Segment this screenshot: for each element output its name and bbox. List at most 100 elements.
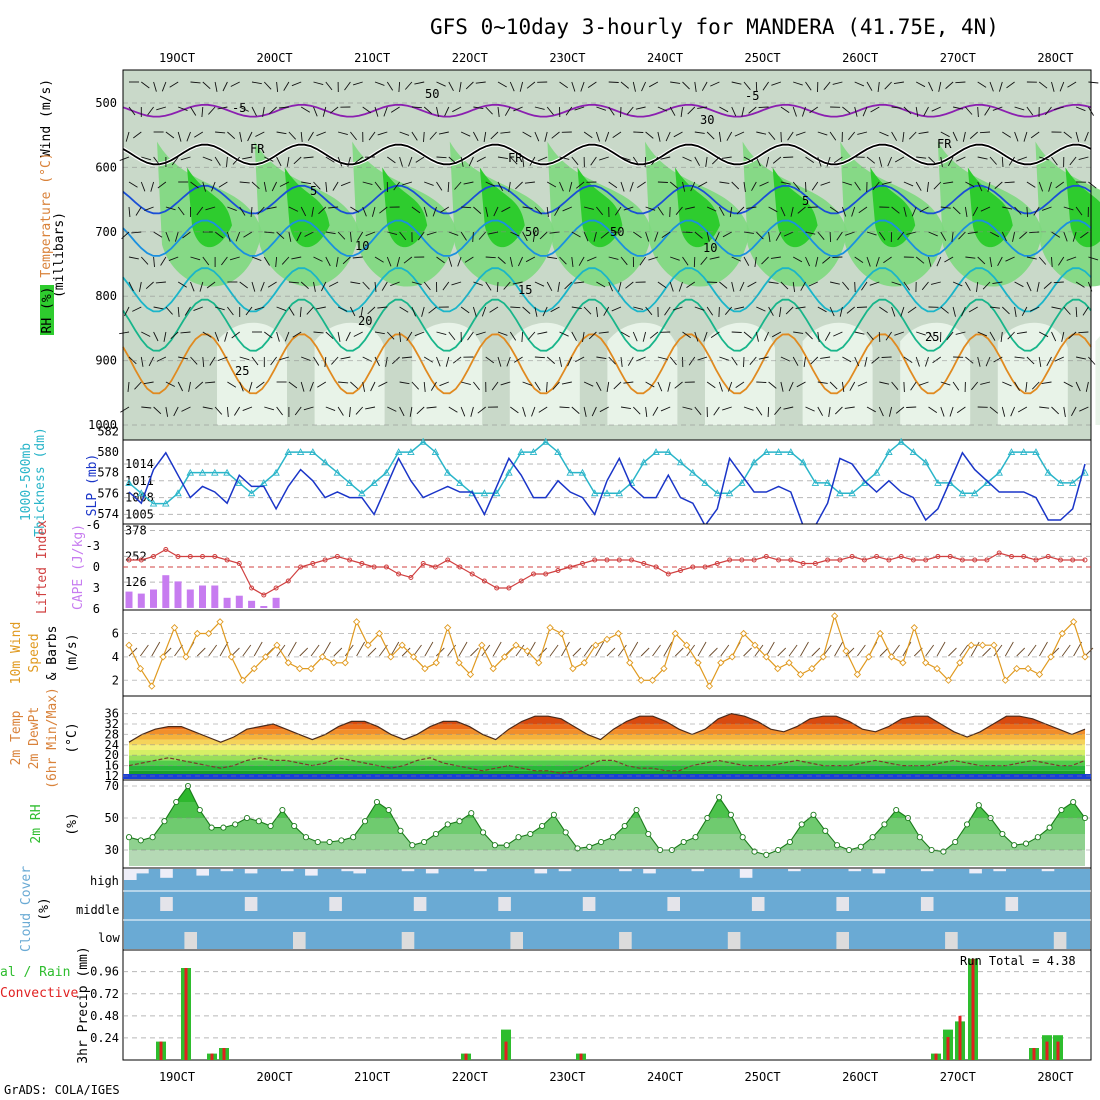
wind-barb [891,306,896,317]
wind-barb [633,306,644,310]
wind-barb [756,381,767,383]
wind-barb [300,131,303,142]
wind10m-barb [253,641,263,657]
thickness-tick-578: 578 [97,466,119,480]
wind10m-point [250,664,258,673]
cloud-high-gap [136,869,149,874]
wind-barb [432,206,437,217]
wind-barb [877,81,880,92]
wind-barb [921,281,929,291]
wind-barb [940,406,945,417]
pressure-tick-500: 500 [95,96,117,110]
wind10m-point [284,659,292,667]
rh-point [869,834,876,841]
wind-barb [153,231,163,238]
wind-barb [227,306,234,316]
wind-barb [1053,106,1064,111]
wind-barb [762,81,769,91]
wind-barb [694,156,700,166]
wind-barb [1001,231,1007,242]
label-lifted-index: Lifted Index [35,520,50,614]
thickness-line-point [554,448,562,455]
top-date-20OCT: 20OCT [257,51,293,65]
wind-barb [537,156,548,162]
wind-barb [386,81,394,91]
wind-barb [266,206,277,210]
wind10m-point [1047,653,1055,661]
wind-barb [652,406,659,416]
label-wind-units: (m/s) [65,633,80,672]
wind-barb [842,106,851,114]
wind-barb [768,306,774,316]
wind-barb [989,406,999,414]
wind-barb [485,281,492,291]
cape-bar [137,593,145,608]
wind-barb [976,281,979,292]
label-slp: SLP (mb) [85,454,100,517]
lifted-index-point [837,557,843,563]
wind-barb [460,231,467,241]
wind-barb [603,306,610,316]
lifted-index-point [629,557,634,563]
rh-point [727,811,734,818]
wind-barb [1046,356,1052,367]
wind-barb [493,206,499,217]
wind-barb [928,331,935,341]
wind-barb [1082,306,1089,316]
thickness-line-point [1007,448,1016,455]
rh-point [834,842,841,849]
wind-barb [509,256,513,267]
wind10m-barb [128,647,138,657]
rh-point [539,822,546,830]
thickness-line-point [615,489,624,497]
wind-barb [215,131,226,134]
wind-barb [946,331,954,341]
wind-barb [1051,331,1057,342]
wind-barb [128,206,131,218]
rh-point [503,842,510,849]
lifted-index-point [138,557,144,563]
wind-barb [780,356,791,362]
wind10m-barb [208,644,218,657]
wind-barb [968,306,978,313]
wind-barb [807,206,818,208]
wind-barb [370,381,376,392]
thickness-line-point [689,468,697,476]
wind-barb [271,181,278,192]
wind-barb [1048,181,1052,192]
thickness-line-point [738,479,746,486]
wind10m-point [580,659,588,667]
wind-barb [989,231,1000,238]
wind10m-point [466,670,475,679]
wind-barb [257,206,265,215]
wind-barb [264,231,275,234]
wind-barb [964,206,968,217]
rh-legend-swatch [40,285,54,335]
wind-barb [404,81,413,90]
wind-barb [845,231,855,236]
thickness-line-point [848,489,856,497]
top-date-26OCT: 26OCT [842,51,878,65]
wind-barb [436,331,447,336]
thickness-line-point [162,499,170,507]
wind-barb [481,306,487,317]
wind10m-point [170,624,179,632]
wind-barb [870,106,880,113]
wind-barb [620,406,631,410]
wind-barb [620,106,622,118]
wind-barb [972,206,979,217]
lifted-index-point [788,557,794,563]
wind-barb [276,81,279,92]
wind-barb [915,81,926,88]
cloud-high-gap [788,869,801,872]
wind-barb [1088,356,1096,365]
wind10m-barb [390,641,400,657]
wind-barb [473,206,482,214]
wind-barb [891,206,900,214]
wind-barb [596,356,607,360]
wind-barb [473,281,483,286]
thickness-line-point [431,448,440,455]
wind10m-barb [333,647,343,657]
wind-barb [128,181,138,188]
wind-barb [1053,281,1064,284]
